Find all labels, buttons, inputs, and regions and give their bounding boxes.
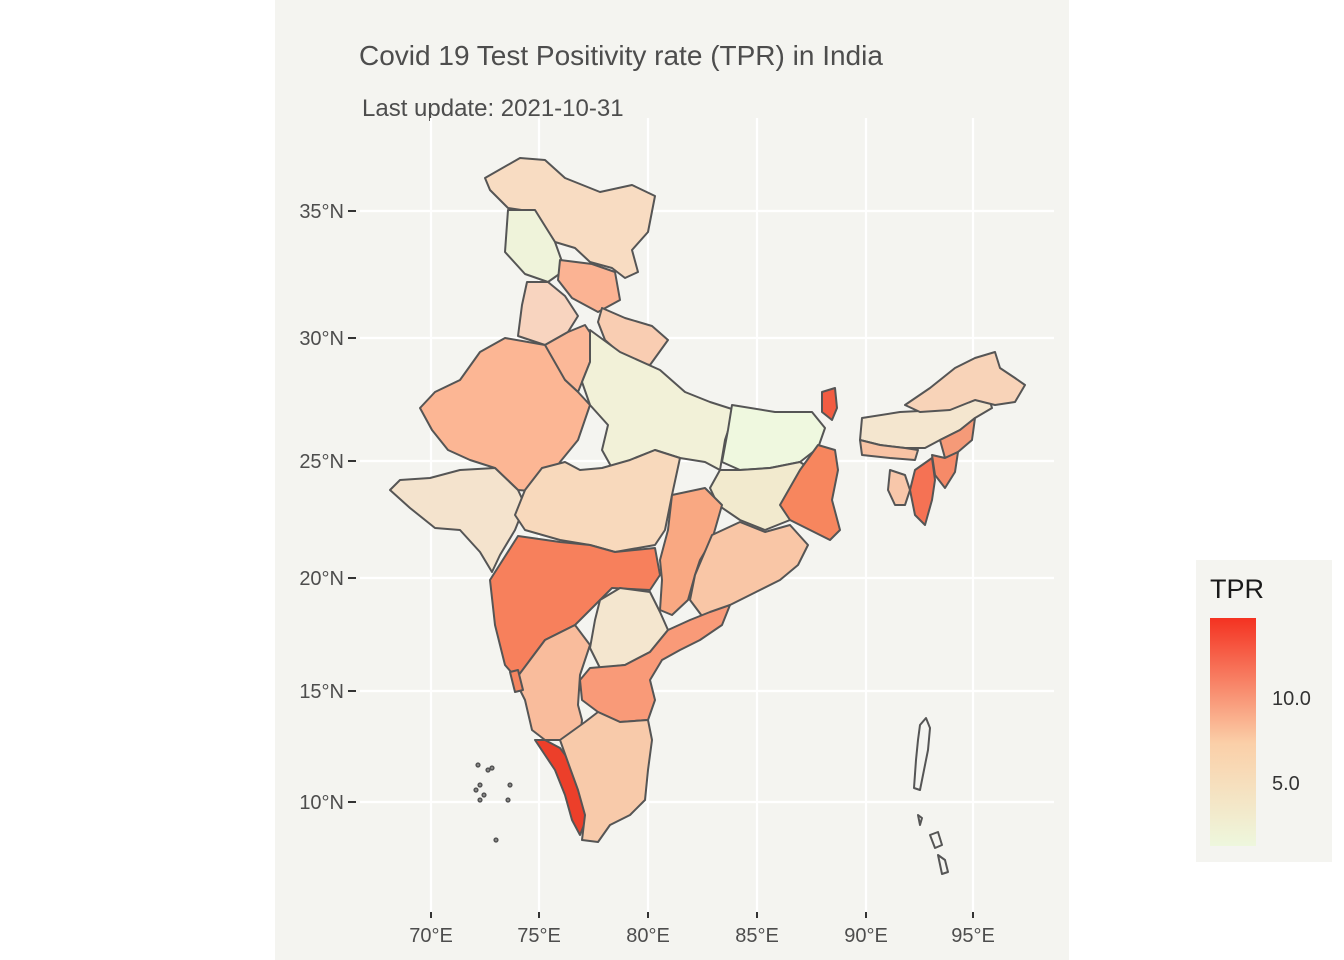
island-dot (493, 837, 499, 843)
y-tick-label: 30°N (299, 328, 344, 350)
y-tick-label: 25°N (299, 451, 344, 473)
x-tick-label: 70°E (409, 925, 453, 947)
legend: TPR 10.0 5.0 (1196, 560, 1332, 862)
island-dot (473, 787, 479, 793)
region-maharashtra (489, 535, 661, 681)
region-manipur (931, 451, 959, 489)
map-subtitle: Last update: 2021-10-31 (362, 95, 624, 122)
y-tick-label: 15°N (299, 681, 344, 703)
x-tick-label: 85°E (735, 925, 779, 947)
map-title: Covid 19 Test Positivity rate (TPR) in I… (359, 40, 883, 71)
x-tick-label: 75°E (517, 925, 561, 947)
region-odisha (689, 521, 809, 621)
island-dot (505, 797, 511, 803)
x-tick-label: 90°E (844, 925, 888, 947)
region-west-bengal (779, 444, 841, 541)
legend-tick-10: 10.0 (1272, 688, 1311, 710)
island-dot (475, 762, 481, 768)
y-tick-label: 35°N (299, 201, 344, 223)
region-arunachal-pradesh (904, 351, 1026, 413)
x-tick-label: 80°E (626, 925, 670, 947)
legend-tick-5: 5.0 (1272, 773, 1300, 795)
region-gujarat (389, 467, 526, 573)
region-lakshadweep (473, 762, 513, 843)
region-himachal-pradesh (557, 259, 621, 313)
region-tamil-nadu (559, 711, 653, 843)
region-tripura (887, 469, 911, 506)
x-tick-label: 95°E (951, 925, 995, 947)
island-dot (477, 797, 483, 803)
island-dot (507, 782, 513, 788)
region-mizoram (909, 457, 936, 526)
region-chhattisgarh (659, 487, 723, 616)
island-dot (485, 767, 491, 773)
island-dot (477, 782, 483, 788)
island-dot (489, 765, 495, 771)
axes: 70°E 75°E 80°E 85°E 90°E 95°E 35°N 30°N 25°N 20°N… (299, 201, 994, 947)
island-shape (913, 717, 931, 791)
island-dot (481, 792, 487, 798)
region-meghalaya (859, 439, 919, 461)
island-shape (929, 831, 943, 849)
region-sikkim (821, 387, 838, 421)
island-shape (917, 814, 923, 826)
legend-colorbar (1210, 618, 1256, 846)
y-tick-label: 10°N (299, 792, 344, 814)
state-regions (389, 157, 1026, 875)
region-karnataka (514, 624, 591, 741)
region-kargil (504, 209, 566, 283)
region-andaman-nicobar-islands (913, 717, 949, 875)
legend-title: TPR (1210, 574, 1264, 604)
region-goa (509, 669, 524, 693)
island-shape (937, 854, 949, 875)
y-tick-label: 20°N (299, 568, 344, 590)
